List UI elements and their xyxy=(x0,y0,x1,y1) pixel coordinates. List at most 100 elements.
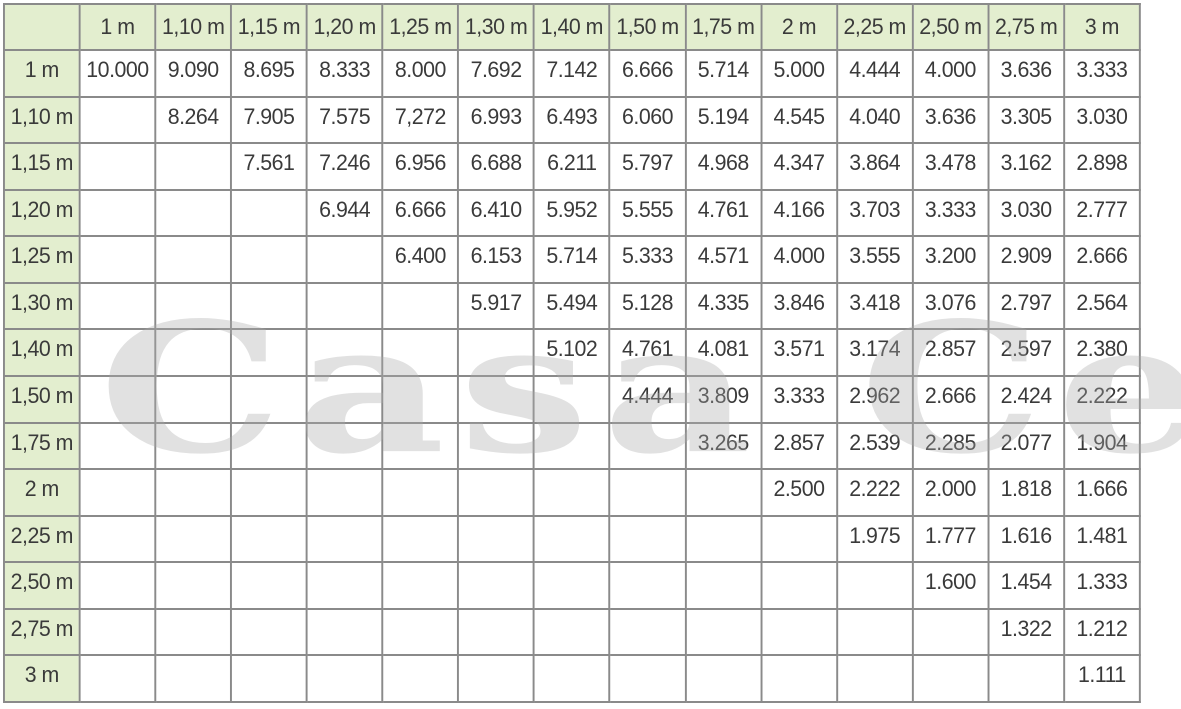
table-cell: 6.956 xyxy=(381,142,460,191)
table-row: 2,25 m 1.975 1.777 1.616 1.481 xyxy=(2,514,1141,564)
table-row: 1,30 m 5.917 5.494 5.128 4.335 3.846 3.418 3.07… xyxy=(2,281,1141,331)
table-cell: 6.410 xyxy=(457,188,535,238)
table-cell xyxy=(230,374,308,424)
table-cell: 1.666 xyxy=(1063,468,1141,517)
table-cell: 6.060 xyxy=(608,95,687,145)
table-cell: 4.968 xyxy=(684,142,763,191)
row-header: 2,50 m xyxy=(2,561,81,610)
table-cell: 1.904 xyxy=(1063,421,1141,471)
table-cell: 2.380 xyxy=(1063,328,1141,377)
table-cell: 4.444 xyxy=(835,49,914,98)
table-cell: 5.714 xyxy=(684,49,763,98)
table-cell: 3.333 xyxy=(760,374,838,424)
table-cell xyxy=(911,654,990,703)
table-cell: 1.600 xyxy=(911,561,990,610)
table-cell: 3.636 xyxy=(911,95,990,145)
table-cell: 7.246 xyxy=(305,142,384,191)
table-cell: 4.000 xyxy=(911,49,990,98)
table-cell: 6.993 xyxy=(457,95,535,145)
table-cell: 2.857 xyxy=(760,421,838,471)
table-cell: 1.454 xyxy=(987,561,1065,610)
table-cell xyxy=(305,328,384,377)
table-row: 1 m 10.000 9.090 8.695 8.333 8.000 7.692 7.142 6… xyxy=(2,49,1141,98)
table-cell: 3.846 xyxy=(760,281,838,331)
row-header: 1,30 m xyxy=(2,281,81,331)
table-cell: 4.545 xyxy=(760,95,838,145)
table-cell: 7.692 xyxy=(457,49,535,98)
table-cell: 4.571 xyxy=(684,235,763,284)
table-cell: 7.561 xyxy=(230,142,308,191)
table-cell xyxy=(684,514,763,564)
table-cell: 6.211 xyxy=(532,142,611,191)
table-cell xyxy=(154,142,233,191)
table-cell: 6.400 xyxy=(381,235,460,284)
table-cell: 2.077 xyxy=(987,421,1065,471)
table-cell xyxy=(381,607,460,657)
table-cell: 3.305 xyxy=(987,95,1065,145)
table-cell: 3.265 xyxy=(684,421,763,471)
table-cell xyxy=(305,561,384,610)
table-cell: 2.222 xyxy=(835,468,914,517)
table-cell: 3.030 xyxy=(987,188,1065,238)
table-cell xyxy=(381,421,460,471)
table-cell: 2.564 xyxy=(1063,281,1141,331)
table-cell: 4.335 xyxy=(684,281,763,331)
table-cell: 4.761 xyxy=(684,188,763,238)
table-cell xyxy=(457,654,535,703)
table-cell: 4.347 xyxy=(760,142,838,191)
table-cell xyxy=(78,281,157,331)
table-cell xyxy=(230,328,308,377)
table-cell xyxy=(684,561,763,610)
column-header: 1,25 m xyxy=(381,3,460,51)
table-cell: 2.666 xyxy=(911,374,990,424)
table-cell: 3.478 xyxy=(911,142,990,191)
table-cell xyxy=(532,468,611,517)
table-cell: 5.194 xyxy=(684,95,763,145)
table-cell: 9.090 xyxy=(154,49,233,98)
table-cell: 3.076 xyxy=(911,281,990,331)
table-cell: 1.111 xyxy=(1063,654,1141,703)
table-cell: 2.857 xyxy=(911,328,990,377)
table-cell: 3.333 xyxy=(1063,49,1141,98)
table-cell: 1.481 xyxy=(1063,514,1141,564)
table-cell: 6.666 xyxy=(381,188,460,238)
table-cell xyxy=(230,654,308,703)
table-cell: 3.174 xyxy=(835,328,914,377)
table-cell xyxy=(760,561,838,610)
table-cell xyxy=(154,468,233,517)
column-header: 1,40 m xyxy=(532,3,611,51)
table-cell: 3.418 xyxy=(835,281,914,331)
table-cell xyxy=(457,514,535,564)
table-cell: 2.000 xyxy=(911,468,990,517)
table-row: 1,20 m 6.944 6.666 6.410 5.952 5.555 4.761 4.16… xyxy=(2,188,1141,238)
table-cell: 5.128 xyxy=(608,281,687,331)
table-cell: 1.212 xyxy=(1063,607,1141,657)
table-cell xyxy=(305,607,384,657)
row-header: 2,25 m xyxy=(2,514,81,564)
row-header: 1,10 m xyxy=(2,95,81,145)
table-cell xyxy=(457,328,535,377)
row-header: 2 m xyxy=(2,468,81,517)
row-header: 1 m xyxy=(2,49,81,98)
table-cell xyxy=(78,421,157,471)
table-cell xyxy=(457,607,535,657)
table-cell xyxy=(532,561,611,610)
column-header: 2,25 m xyxy=(835,3,914,51)
table-cell: 1.322 xyxy=(987,607,1065,657)
table-cell xyxy=(684,654,763,703)
table-row: 3 m 1.111 xyxy=(2,654,1141,703)
table-cell xyxy=(78,95,157,145)
table-cell xyxy=(457,374,535,424)
table-cell: 4.444 xyxy=(608,374,687,424)
table-cell xyxy=(835,607,914,657)
table-row: 1,15 m 7.561 7.246 6.956 6.688 6.211 5.797 4.96… xyxy=(2,142,1141,191)
table-cell xyxy=(608,561,687,610)
table-cell: 2.424 xyxy=(987,374,1065,424)
corner-cell xyxy=(2,3,81,51)
row-header: 1,50 m xyxy=(2,374,81,424)
table-cell xyxy=(305,235,384,284)
table-cell: 3.162 xyxy=(987,142,1065,191)
table-cell: 5.714 xyxy=(532,235,611,284)
row-header: 1,75 m xyxy=(2,421,81,471)
